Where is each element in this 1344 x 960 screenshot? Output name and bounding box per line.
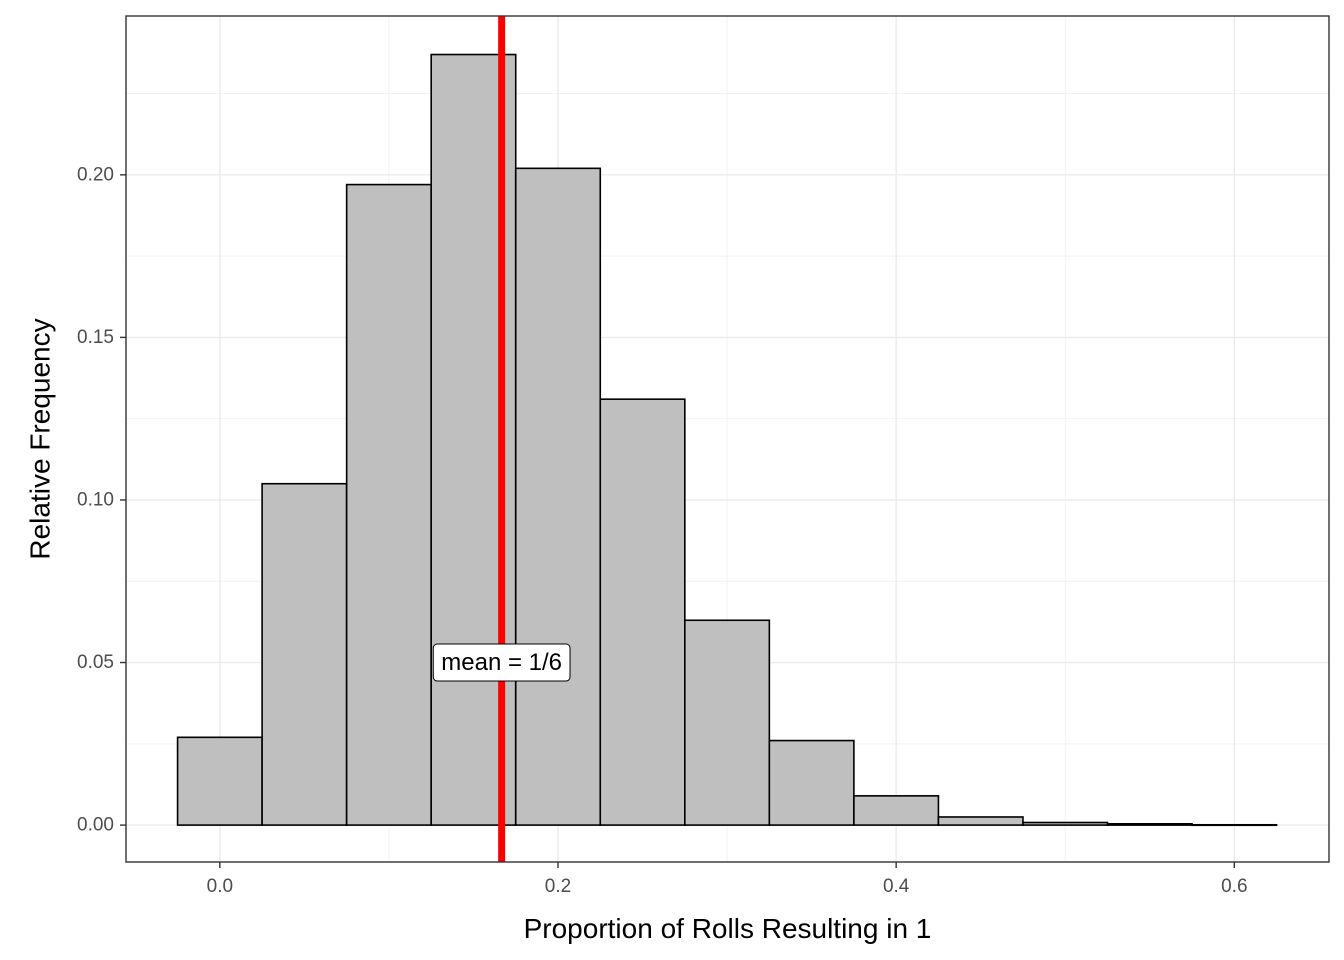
histogram-bar-5 (599, 398, 686, 826)
histogram-bar-6 (684, 619, 771, 826)
histogram-bar-10 (1022, 821, 1109, 826)
histogram-bar-1 (261, 482, 348, 826)
histogram-bar-12 (1191, 823, 1278, 827)
x-axis-title: Proportion of Rolls Resulting in 1 (524, 913, 932, 944)
y-tick-label: 0.00 (77, 815, 114, 836)
histogram-bar-8 (853, 795, 940, 826)
histogram-bars (176, 53, 1278, 827)
histogram-bar-9 (937, 816, 1024, 826)
x-tick-label: 0.6 (1221, 876, 1247, 897)
x-tick-label: 0.4 (883, 876, 910, 897)
histogram-bar-4 (514, 167, 602, 826)
x-axis: 0.0 0.2 0.4 0.6 (207, 862, 1248, 897)
y-axis: 0.00 0.05 0.10 0.15 0.20 (77, 164, 126, 836)
mean-annotation: mean = 1/6 (432, 643, 571, 682)
annotation-box (432, 643, 571, 682)
y-tick-label: 0.10 (77, 489, 114, 510)
histogram-bar-7 (768, 739, 855, 826)
histogram-bar-0 (176, 736, 263, 826)
y-tick-label: 0.20 (77, 164, 114, 185)
y-axis-title: Relative Frequency (25, 318, 56, 559)
histogram-bar-2 (345, 183, 432, 826)
histogram-bar-11 (1106, 822, 1193, 826)
x-tick-label: 0.0 (207, 876, 233, 897)
panel-border (125, 15, 1330, 863)
annotation-text: mean = 1/6 (441, 649, 562, 676)
y-tick-label: 0.05 (77, 652, 114, 673)
y-tick-label: 0.15 (77, 327, 114, 348)
x-tick-label: 0.2 (545, 876, 571, 897)
